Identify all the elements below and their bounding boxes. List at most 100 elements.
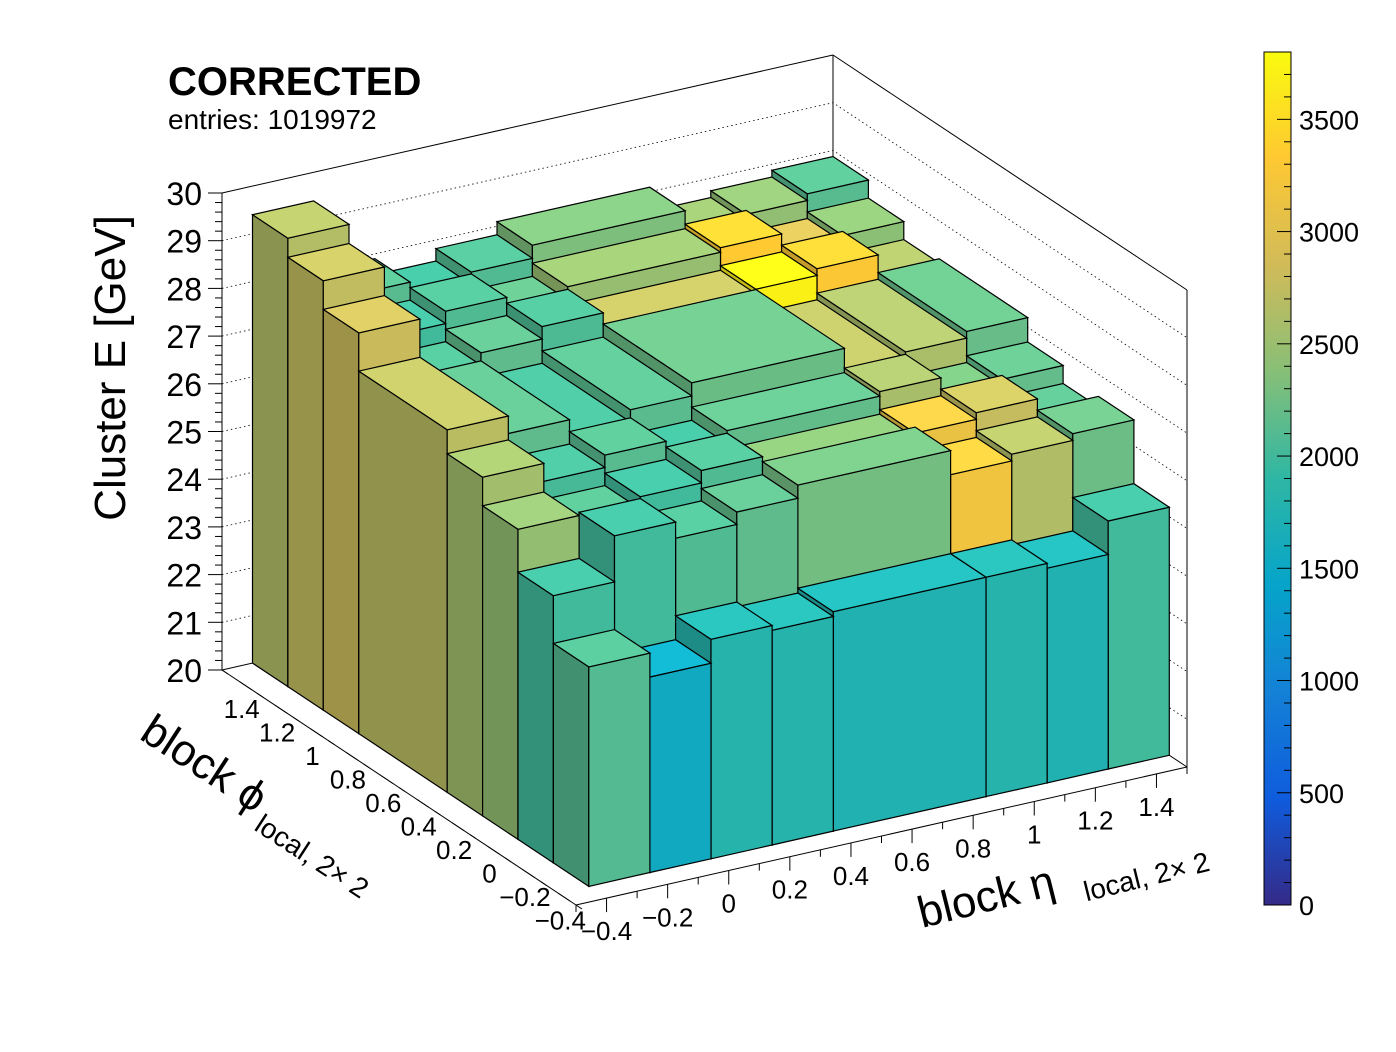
chart-title: CORRECTED [168, 60, 421, 104]
bar-top [974, 416, 1075, 455]
grid-line [221, 149, 1188, 386]
bar-top [551, 628, 652, 668]
bar-top [1035, 395, 1136, 435]
bar-top [495, 186, 687, 246]
phi-tick [363, 763, 370, 769]
eta-axis: −0.4 −0.2 0 0.2 0.4 0.6 0.8 1 1.2 1.4 [575, 767, 1188, 946]
bar-side [251, 213, 289, 688]
phi-tick-label: 0.6 [365, 788, 401, 818]
phi-tick [381, 775, 394, 785]
phi-tick [558, 892, 571, 902]
bar-top [805, 197, 906, 237]
eta-axis-title-sub: local, 2× 2 [1080, 846, 1212, 907]
phi-tick-label: −0.4 [535, 905, 586, 935]
phi-tick [416, 798, 429, 808]
phi-tick [327, 740, 335, 745]
bar-top [540, 336, 694, 411]
bar-top [815, 278, 969, 353]
phi-tick [451, 822, 465, 832]
colorbar-tick-label: 1000 [1299, 667, 1359, 697]
z-tick-label: 23 [166, 510, 202, 546]
z-tick-label: 25 [166, 415, 202, 451]
phi-tick [575, 904, 583, 910]
z-axis-title: Cluster E [GeV] [86, 215, 135, 521]
eta-tick-label: −0.2 [642, 902, 693, 932]
bar-side [358, 369, 448, 794]
z-tick-label: 20 [166, 653, 202, 689]
bar-front [771, 615, 834, 846]
eta-tick-label: 0.4 [833, 861, 869, 891]
eta-axis-title-main: block η [913, 856, 1060, 937]
bar-top [770, 155, 870, 195]
bar-front [649, 662, 712, 874]
phi-tick-label: 1 [305, 741, 319, 771]
phi-tick [540, 881, 547, 886]
frame-edge [832, 54, 1188, 291]
bar-top [567, 417, 668, 456]
bars-layer [250, 155, 1171, 888]
bar-front [588, 652, 651, 888]
phi-tick [345, 751, 359, 761]
bar [551, 628, 652, 888]
bar-top [842, 353, 943, 393]
colorbar-tick-label: 3000 [1299, 218, 1359, 248]
z-tick-label: 28 [166, 271, 202, 307]
grid-line [221, 102, 1188, 339]
phi-tick [292, 716, 300, 722]
frame-edge [221, 54, 834, 194]
colorbar-tick-label: 2000 [1299, 442, 1359, 472]
phi-tick-label: 0.2 [436, 835, 472, 865]
bar-top [321, 294, 422, 334]
bar-front [1107, 506, 1170, 770]
colorbar-tick-label: 3500 [1299, 105, 1359, 135]
bar-top [699, 474, 800, 513]
bar-top [434, 234, 534, 273]
bar-top [286, 242, 386, 282]
eta-tick-label: 1.2 [1077, 806, 1113, 836]
phi-tick [504, 857, 512, 863]
z-tick-label: 22 [166, 558, 202, 594]
eta-tick-label: 0.6 [894, 847, 930, 877]
bar-top [965, 341, 1065, 380]
colorbar-tick-label: 1500 [1299, 554, 1359, 584]
bar-side [552, 642, 590, 888]
bar-top [674, 601, 774, 640]
bar-top [601, 288, 846, 384]
phi-tick [487, 845, 500, 855]
phi-tick [257, 693, 264, 698]
bar-top [357, 356, 510, 431]
eta-tick-label: 0.8 [955, 833, 991, 863]
bar-top [1071, 483, 1171, 522]
bar-side [446, 452, 484, 818]
bar-top [876, 258, 1030, 333]
bar-top [664, 432, 765, 472]
bar-top [939, 374, 1039, 414]
phi-tick-label: 0.8 [330, 764, 366, 794]
colorbar-tick-label: 0 [1299, 891, 1314, 921]
phi-tick-label: −0.2 [499, 882, 550, 912]
z-tick-label: 29 [166, 224, 202, 260]
colorbar-tick-label: 2500 [1299, 330, 1359, 360]
bar-top [445, 439, 546, 478]
phi-tick [274, 704, 288, 714]
bar-top [505, 288, 605, 328]
phi-tick-label: 0 [482, 858, 496, 888]
bar-top [718, 251, 819, 290]
phi-tick-label: 1.4 [224, 694, 260, 724]
phi-tick [239, 681, 252, 691]
bar-top [709, 176, 809, 215]
eta-tick-label: 1.4 [1138, 792, 1174, 822]
z-tick-label: 27 [166, 319, 202, 355]
z-tick-label: 24 [166, 462, 202, 498]
bar-top [444, 314, 544, 354]
phi-tick [434, 810, 441, 816]
bar-front [1046, 553, 1109, 784]
bar-side [482, 504, 519, 841]
bar-top [250, 200, 351, 239]
z-tick-label: 30 [166, 176, 202, 212]
phi-axis-title-sub: local, 2× 2 [250, 808, 375, 904]
colorbar: 0 500 1000 1500 2000 2500 3000 3500 [1263, 51, 1359, 921]
phi-tick [310, 728, 323, 738]
bar-front [710, 624, 773, 860]
phi-tick-label: 1.2 [259, 717, 295, 747]
